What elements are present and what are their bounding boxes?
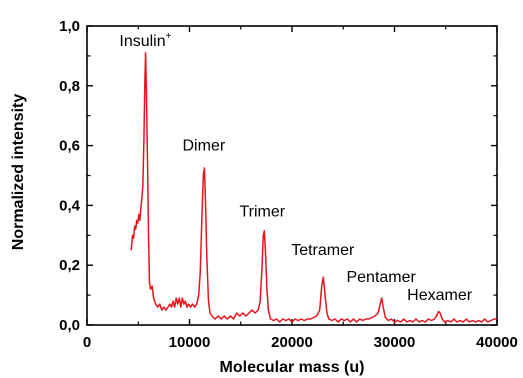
y-tick-label: 0,2	[59, 257, 80, 274]
peak-label: Insulin+	[119, 31, 171, 50]
peak-label: Pentamer	[346, 269, 416, 286]
peak-label: Dimer	[183, 138, 226, 155]
y-tick-label: 0,0	[59, 317, 80, 334]
x-tick-label: 0	[83, 334, 91, 351]
y-tick-label: 0,4	[59, 197, 81, 214]
peak-label: Tetramer	[291, 242, 355, 259]
y-axis-title: Normalized intensity	[10, 94, 27, 251]
plot-area-frame	[86, 25, 498, 326]
x-tick-label: 30000	[374, 334, 416, 351]
x-tick-label: 20000	[271, 334, 313, 351]
peak-label: Hexamer	[407, 287, 473, 304]
y-tick-label: 1,0	[59, 18, 80, 35]
x-tick-label: 10000	[169, 334, 211, 351]
peak-label: Trimer	[239, 203, 285, 220]
y-tick-label: 0,8	[59, 78, 80, 95]
y-tick-label: 0,6	[59, 138, 80, 155]
x-tick-label: 40000	[476, 334, 518, 351]
x-axis-title: Molecular mass (u)	[220, 359, 365, 376]
series-line	[130, 52, 497, 323]
